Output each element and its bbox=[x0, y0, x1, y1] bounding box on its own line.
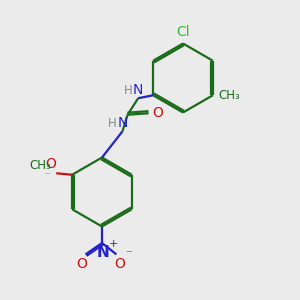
Text: O: O bbox=[115, 257, 125, 271]
Text: ⁻: ⁻ bbox=[125, 248, 131, 262]
Text: Cl: Cl bbox=[176, 25, 190, 39]
Text: H: H bbox=[124, 84, 133, 97]
Text: H: H bbox=[108, 117, 117, 130]
Text: N: N bbox=[96, 245, 109, 260]
Text: O: O bbox=[45, 158, 56, 172]
Text: O: O bbox=[76, 257, 87, 271]
Text: N: N bbox=[117, 116, 128, 130]
Text: N: N bbox=[133, 83, 143, 97]
Text: +: + bbox=[109, 238, 118, 249]
Text: methoxy: methoxy bbox=[46, 172, 52, 174]
Text: CH₃: CH₃ bbox=[29, 159, 51, 172]
Text: O: O bbox=[152, 106, 163, 120]
Text: CH₃: CH₃ bbox=[218, 89, 240, 102]
